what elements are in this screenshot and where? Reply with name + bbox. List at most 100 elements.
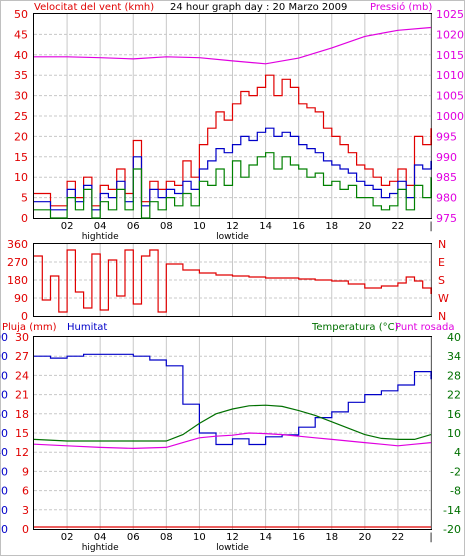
x-tick-label: 22 <box>392 532 405 543</box>
wind-direction-line <box>34 249 432 313</box>
x-tick-label: 18 <box>325 532 338 543</box>
y-tick-label: 1005 <box>436 90 464 103</box>
y-tick-label: 3 <box>22 504 29 517</box>
y-tick-label: 995 <box>436 130 457 143</box>
x-tick-label: 06 <box>127 221 140 232</box>
y-tick-label: 1025 <box>436 8 464 21</box>
x-tick-label: | <box>429 532 432 543</box>
pressure-line <box>34 26 432 65</box>
y-tick-label: 16 <box>447 408 461 421</box>
y-tick-label: 80 <box>0 369 8 382</box>
x-tick-label: 20 <box>358 532 371 543</box>
y-tick-label: 100 <box>0 331 8 344</box>
tide-label: hightide <box>82 543 119 553</box>
x-tick-label: 20 <box>358 221 371 232</box>
y-tick-label: 975 <box>436 212 457 225</box>
y-tick-label: 30 <box>14 90 28 103</box>
y-tick-label: 24 <box>15 369 29 382</box>
x-tick-label: 02 <box>61 532 74 543</box>
tide-label: lowtide <box>216 232 249 242</box>
y-tick-label: 30 <box>15 331 29 344</box>
y-tick-label: 22 <box>447 389 461 402</box>
y-tick-label: 70 <box>0 389 8 402</box>
y-tick-label: 21 <box>15 389 29 402</box>
panel-temp-ticks: 0 10 20 30 40 50 60 70 80 90 100 0 3 6 9 12 15 18 21 24 27 30… <box>0 331 461 553</box>
panel-wind-series <box>34 26 432 219</box>
x-tick-label: 04 <box>94 532 107 543</box>
x-tick-label: 04 <box>94 221 107 232</box>
y-tick-label: 1020 <box>436 28 464 41</box>
x-tick-label: 22 <box>392 221 405 232</box>
pressure-axis-label: Pressió (mb) <box>370 1 432 13</box>
y-tick-label: 360 <box>7 238 28 251</box>
y-tick-label: -14 <box>443 504 461 517</box>
y-tick-label: 10 <box>0 504 8 517</box>
y-tick-label: 30 <box>0 465 8 478</box>
y-tick-label: 60 <box>0 408 8 421</box>
y-tick-label: 0 <box>1 523 8 536</box>
x-tick-label: 12 <box>226 532 239 543</box>
panel-wind-ticks: 0510152025303540455097598098599099510001… <box>14 8 464 242</box>
y-tick-label: 50 <box>0 427 8 440</box>
chart-title: 24 hour graph day : 20 Marzo 2009 <box>170 2 347 13</box>
y-tick-label: 6 <box>22 485 29 498</box>
rain-axis-label: Pluja (mm) <box>2 322 57 333</box>
x-tick-label: 02 <box>61 221 74 232</box>
y-tick-label: 20 <box>0 485 8 498</box>
y-tick-label: 10 <box>447 427 461 440</box>
x-tick-label: 06 <box>127 532 140 543</box>
y-tick-label: 40 <box>447 331 461 344</box>
y-tick-label: 27 <box>15 350 29 363</box>
y-tick-label: 5 <box>21 192 28 205</box>
y-tick-label: 50 <box>14 8 28 21</box>
x-tick-label: 18 <box>325 221 338 232</box>
y-tick-label: 1010 <box>436 69 464 82</box>
y-tick-label: 985 <box>436 171 457 184</box>
x-tick-label: 10 <box>193 532 206 543</box>
x-tick-label: 16 <box>292 221 305 232</box>
x-tick-label: 16 <box>292 532 305 543</box>
y-tick-label: 45 <box>14 28 28 41</box>
x-tick-label: 08 <box>160 532 173 543</box>
compass-label: W <box>438 292 449 305</box>
y-tick-label: 35 <box>14 69 28 82</box>
y-tick-label: -20 <box>443 523 461 536</box>
x-tick-label: 08 <box>160 221 173 232</box>
y-tick-label: 4 <box>454 446 461 459</box>
compass-label: S <box>438 274 445 287</box>
humidity-axis-label: Humitat <box>67 322 107 333</box>
x-tick-label: | <box>429 221 432 232</box>
y-tick-label: 20 <box>14 130 28 143</box>
dewpoint-line <box>33 432 432 450</box>
compass-label: E <box>438 256 445 269</box>
compass-label: N <box>438 310 446 323</box>
y-tick-label: 9 <box>22 465 29 478</box>
y-tick-label: 15 <box>14 151 28 164</box>
panel-temp-series <box>33 353 432 528</box>
wind-axis-label: Velocitat del vent (kmh) <box>34 2 154 13</box>
y-tick-label: 90 <box>0 350 8 363</box>
y-tick-label: -8 <box>450 485 461 498</box>
y-tick-label: 25 <box>14 110 28 123</box>
x-tick-label: 10 <box>193 221 206 232</box>
compass-label: N <box>438 238 446 251</box>
y-tick-label: 10 <box>14 171 28 184</box>
x-tick-label: 14 <box>259 221 272 232</box>
wind-speed-line <box>34 152 432 219</box>
tide-label: hightide <box>82 232 119 242</box>
y-tick-label: 0 <box>22 523 29 536</box>
x-tick-label: 12 <box>226 221 239 232</box>
y-tick-label: 0 <box>21 310 28 323</box>
humidity-line <box>34 353 432 446</box>
y-tick-label: 980 <box>436 192 457 205</box>
y-tick-label: 18 <box>15 408 29 421</box>
temperature-axis-label: Temperatura (°C) <box>311 322 399 333</box>
y-tick-label: -2 <box>450 465 461 478</box>
y-tick-label: 90 <box>14 292 28 305</box>
x-tick-label: 14 <box>259 532 272 543</box>
y-tick-label: 1000 <box>436 110 464 123</box>
y-tick-label: 270 <box>7 256 28 269</box>
